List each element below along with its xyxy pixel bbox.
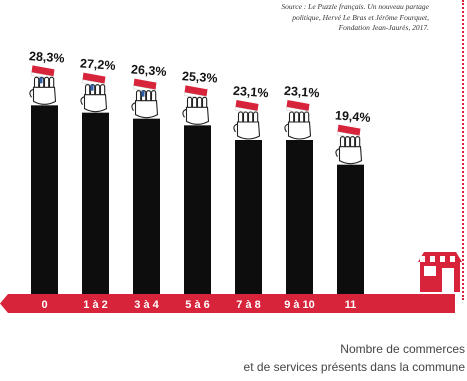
hand-ballot-icon	[29, 65, 57, 105]
hand-ballot-icon	[335, 124, 363, 165]
bar	[31, 105, 58, 294]
hand-ballot-icon	[182, 85, 210, 125]
category-label: 11	[345, 299, 357, 311]
source-note: Source : Le Puzzle français. Un nouveau …	[189, 2, 429, 34]
shop-icon	[418, 252, 462, 292]
bar	[286, 140, 313, 294]
source-line: politique, Hervé Le Bras et Jérôme Fourq…	[292, 12, 429, 22]
hand-ballot-icon	[80, 72, 108, 113]
bar	[133, 118, 160, 295]
category-label: 1 à 2	[83, 299, 107, 311]
bar	[235, 140, 262, 294]
bar	[337, 164, 364, 294]
category-label: 3 à 4	[134, 299, 159, 311]
value-label: 28,3%	[29, 49, 65, 65]
source-line: Fondation Jean-Jaurès, 2017.	[338, 23, 429, 32]
bar	[184, 125, 211, 294]
source-line: Source : Le Puzzle français. Un nouveau …	[281, 2, 429, 11]
category-label: 9 à 10	[284, 299, 315, 311]
value-label: 19,4%	[335, 108, 371, 124]
value-label: 25,3%	[182, 69, 218, 85]
axis-band	[8, 294, 398, 313]
value-label: 27,2%	[80, 56, 116, 72]
dotted-divider	[462, 0, 464, 300]
hand-ballot-icon	[284, 100, 312, 140]
category-label: 7 à 8	[236, 299, 260, 311]
x-axis-caption: Nombre de commerces et de services prése…	[125, 340, 465, 376]
value-label: 23,1%	[233, 84, 269, 100]
hand-ballot-icon	[233, 100, 261, 140]
axis-band-tip	[0, 294, 8, 313]
x-axis-caption-line: Nombre de commerces	[340, 342, 465, 356]
bar	[82, 112, 109, 295]
category-label: 5 à 6	[185, 299, 209, 311]
value-label: 23,1%	[284, 84, 320, 100]
hand-ballot-icon	[131, 78, 159, 119]
value-label: 26,3%	[131, 62, 167, 78]
axis-band-extension	[398, 294, 455, 313]
category-label: 0	[41, 299, 47, 311]
x-axis-caption-line: et de services présents dans la commune	[243, 360, 465, 374]
